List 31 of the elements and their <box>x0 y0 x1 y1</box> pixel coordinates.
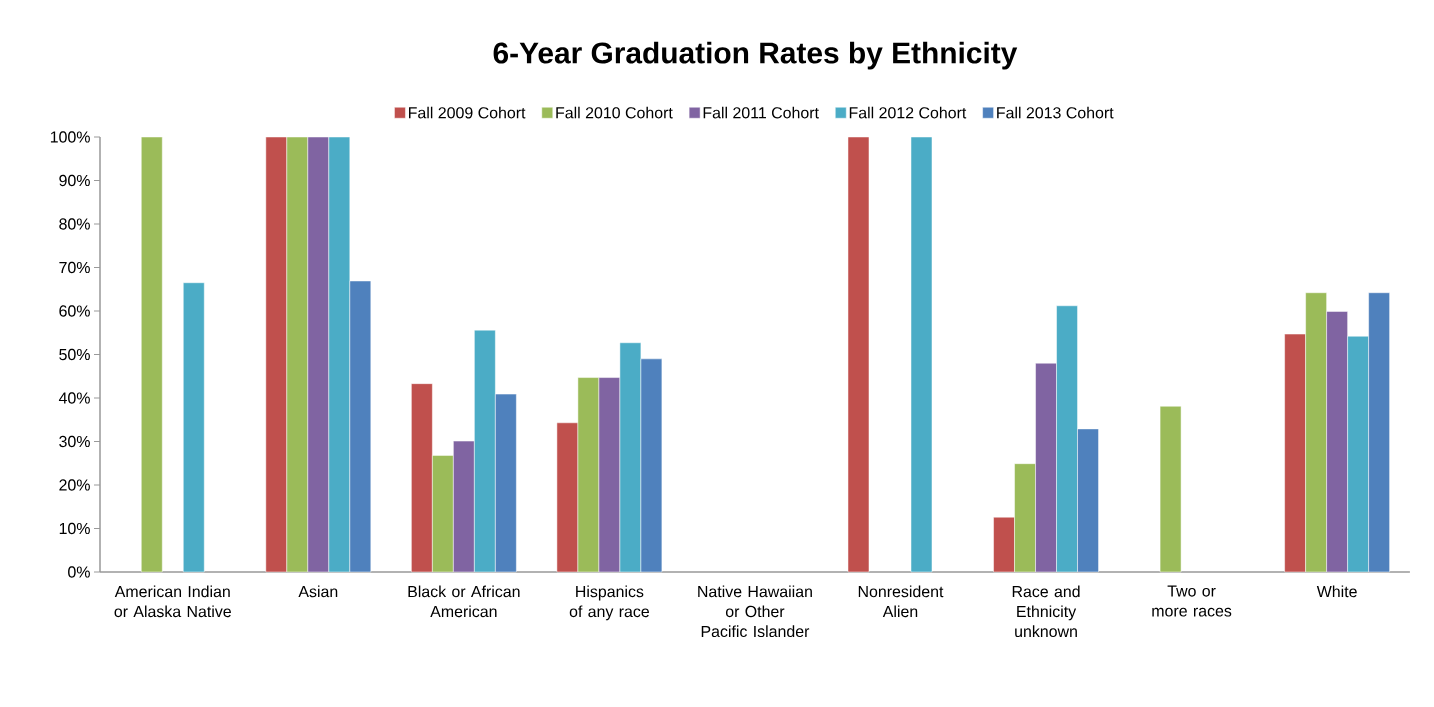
x-tick-label: Native Hawaiian or Other Pacific Islander <box>698 585 812 638</box>
y-tick-label: 90% <box>59 174 90 187</box>
x-tick-label: Two or more races <box>1152 585 1232 617</box>
y-tick-label: 70% <box>59 261 90 274</box>
legend-label: Fall 2013 Cohort <box>997 106 1114 119</box>
y-tick-label: 10% <box>59 522 90 535</box>
y-tick-label: 40% <box>58 392 90 404</box>
x-tick-label: Nonresident Alien <box>858 585 944 618</box>
legend-label: Fall 2009 Cohort <box>409 106 526 119</box>
bar <box>1159 406 1182 573</box>
chart-title: 6-Year Graduation Rates by Ethnicity <box>493 41 1018 70</box>
x-tick-label: Hispanics of any race <box>569 585 649 621</box>
y-tick-label: 60% <box>59 305 90 317</box>
x-tick-label: White <box>1316 585 1357 598</box>
bar <box>183 282 205 573</box>
y-tick-label: 0% <box>68 566 90 578</box>
x-tick-label: Black or African American <box>408 585 520 618</box>
y-tick-label: 50% <box>59 348 90 361</box>
bar <box>141 136 163 573</box>
legend-label: Fall 2010 Cohort <box>556 106 673 119</box>
y-tick-label: 30% <box>59 435 90 448</box>
y-tick-label: 20% <box>59 479 90 491</box>
legend-label: Fall 2012 Cohort <box>849 106 967 119</box>
bar <box>847 136 870 573</box>
y-tick-label: 100% <box>50 131 90 143</box>
bar <box>910 136 933 573</box>
legend-label: Fall 2011 Cohort <box>703 106 819 119</box>
x-tick-label: Asian <box>298 585 338 598</box>
y-tick-label: 80% <box>59 218 90 230</box>
x-tick-label: American Indian or Alaska Native <box>114 585 231 618</box>
x-tick-label: Race and Ethnicity unknown <box>1012 585 1080 638</box>
